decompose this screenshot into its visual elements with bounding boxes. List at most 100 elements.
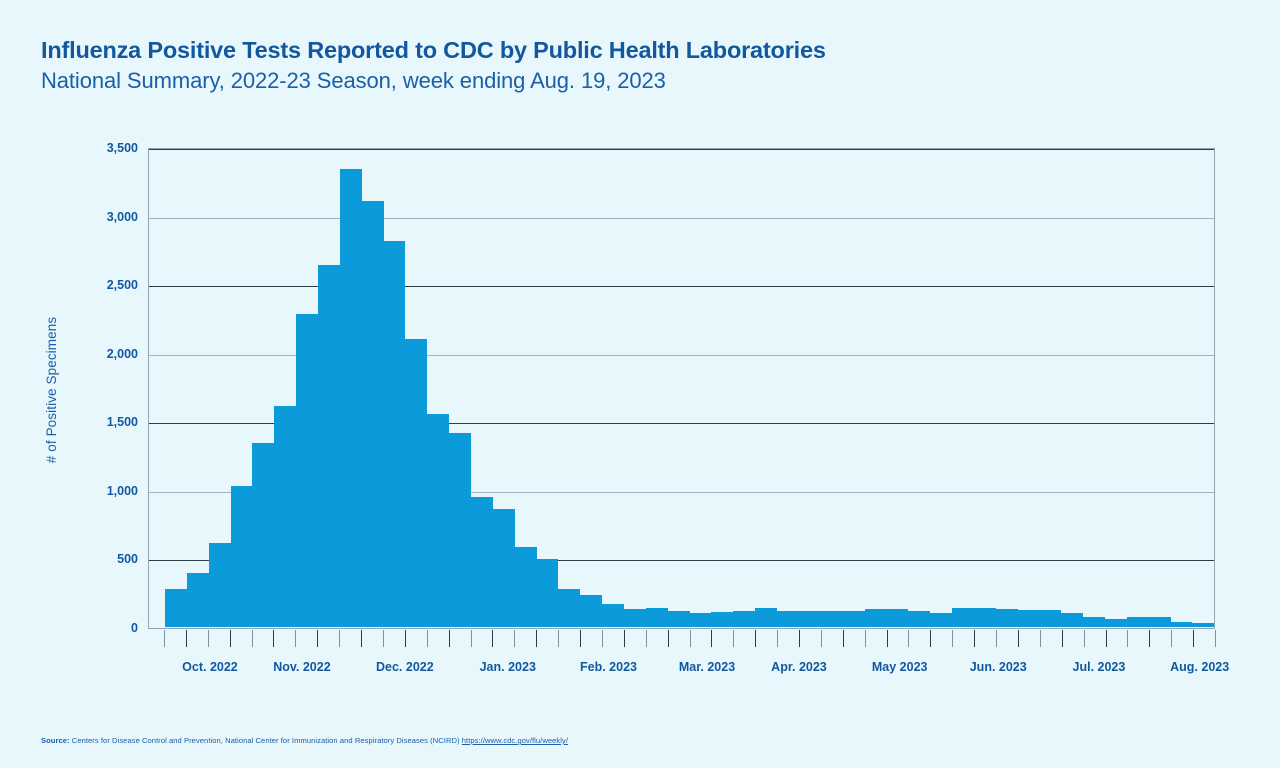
bar[interactable] (339, 168, 362, 627)
x-tick (908, 630, 910, 647)
bar[interactable] (449, 433, 472, 627)
gridline (149, 149, 1214, 150)
bar[interactable] (165, 588, 187, 627)
x-tick (536, 630, 538, 647)
x-tick (164, 630, 165, 647)
bar[interactable] (908, 611, 931, 627)
y-tick-label: 3,000 (106, 209, 138, 224)
bar[interactable] (820, 611, 843, 627)
gridline (149, 491, 1214, 493)
bar[interactable] (580, 594, 603, 627)
bar[interactable] (427, 413, 450, 627)
x-month-label: Feb. 2023 (579, 660, 637, 674)
x-axis-ticks (148, 630, 1216, 648)
bar[interactable] (492, 508, 515, 627)
y-tick-label: 0 (131, 621, 138, 635)
x-tick (448, 630, 450, 647)
x-month-label: Apr. 2023 (771, 660, 827, 674)
bar[interactable] (536, 559, 559, 627)
x-tick (470, 630, 472, 647)
x-month-label: Jan. 2023 (479, 660, 536, 674)
x-tick (689, 630, 691, 647)
y-axis-title: # of Positive Specimens (44, 316, 59, 464)
bar[interactable] (864, 608, 887, 627)
bar[interactable] (514, 546, 537, 627)
gridline (149, 217, 1214, 219)
bar[interactable] (1061, 613, 1084, 627)
bar[interactable] (1192, 622, 1215, 627)
bar[interactable] (1083, 616, 1105, 627)
bar[interactable] (1017, 609, 1040, 627)
y-axis-tick-labels: 0 500 1,000 1,500 2,000 2,500 3,000 3,500 (60, 141, 138, 635)
y-tick-label: 1,500 (106, 415, 138, 430)
y-tick-label: 1,000 (106, 483, 138, 498)
bar[interactable] (186, 572, 209, 627)
bar[interactable] (973, 607, 996, 627)
bar[interactable] (995, 609, 1018, 627)
bar[interactable] (624, 609, 646, 627)
bar[interactable] (558, 589, 581, 627)
bar[interactable] (405, 338, 428, 627)
bar[interactable] (602, 603, 625, 627)
source-text: Centers for Disease Control and Preventi… (69, 736, 462, 745)
x-tick (1171, 630, 1173, 647)
x-tick (1039, 630, 1041, 647)
bar[interactable] (645, 607, 668, 627)
bar[interactable] (361, 201, 384, 627)
bar[interactable] (798, 611, 821, 627)
x-month-label: Jun. 2023 (969, 660, 1027, 674)
x-tick (667, 630, 669, 647)
x-tick (733, 630, 735, 647)
bar[interactable] (1039, 609, 1062, 627)
x-tick (974, 630, 976, 647)
x-tick (361, 630, 363, 647)
x-tick (273, 630, 275, 647)
x-tick (185, 630, 187, 647)
x-tick (251, 630, 253, 647)
bar[interactable] (733, 610, 756, 627)
x-tick (1083, 630, 1085, 647)
bar[interactable] (230, 486, 253, 627)
y-tick-label: 2,500 (106, 278, 138, 293)
gridline (149, 423, 1214, 425)
x-month-label: Mar. 2023 (678, 660, 736, 674)
bar[interactable] (842, 610, 865, 627)
x-tick (777, 630, 779, 647)
x-tick (820, 630, 822, 647)
bar[interactable] (471, 497, 493, 627)
bar[interactable] (1126, 617, 1149, 627)
x-tick (842, 630, 844, 647)
bar[interactable] (689, 612, 712, 627)
bar[interactable] (777, 611, 799, 627)
bar[interactable] (711, 611, 734, 627)
x-month-label: Aug. 2023 (1170, 660, 1230, 674)
x-tick (996, 630, 998, 647)
source-label: Source: (41, 736, 70, 745)
x-tick (864, 630, 866, 647)
x-tick (558, 630, 560, 647)
x-month-label: Oct. 2022 (182, 660, 238, 674)
bar[interactable] (296, 314, 319, 627)
x-tick (798, 630, 800, 647)
bar[interactable] (1104, 618, 1127, 627)
bar[interactable] (383, 241, 406, 627)
bar[interactable] (667, 611, 690, 627)
bar[interactable] (252, 442, 275, 627)
bar[interactable] (886, 609, 909, 627)
bar[interactable] (951, 607, 974, 627)
source-link[interactable]: https://www.cdc.gov/flu/weekly/ (461, 736, 568, 745)
x-tick (1149, 630, 1151, 647)
bar[interactable] (1148, 617, 1171, 627)
bar[interactable] (274, 405, 297, 627)
x-tick (404, 630, 406, 647)
bar[interactable] (208, 542, 231, 627)
x-tick (492, 630, 494, 647)
x-month-label: Dec. 2022 (376, 660, 434, 674)
bar[interactable] (318, 265, 340, 627)
bar[interactable] (755, 607, 778, 627)
bar[interactable] (930, 612, 952, 627)
bar[interactable] (1170, 621, 1193, 627)
gridline (149, 354, 1214, 356)
plot-area (148, 148, 1215, 629)
